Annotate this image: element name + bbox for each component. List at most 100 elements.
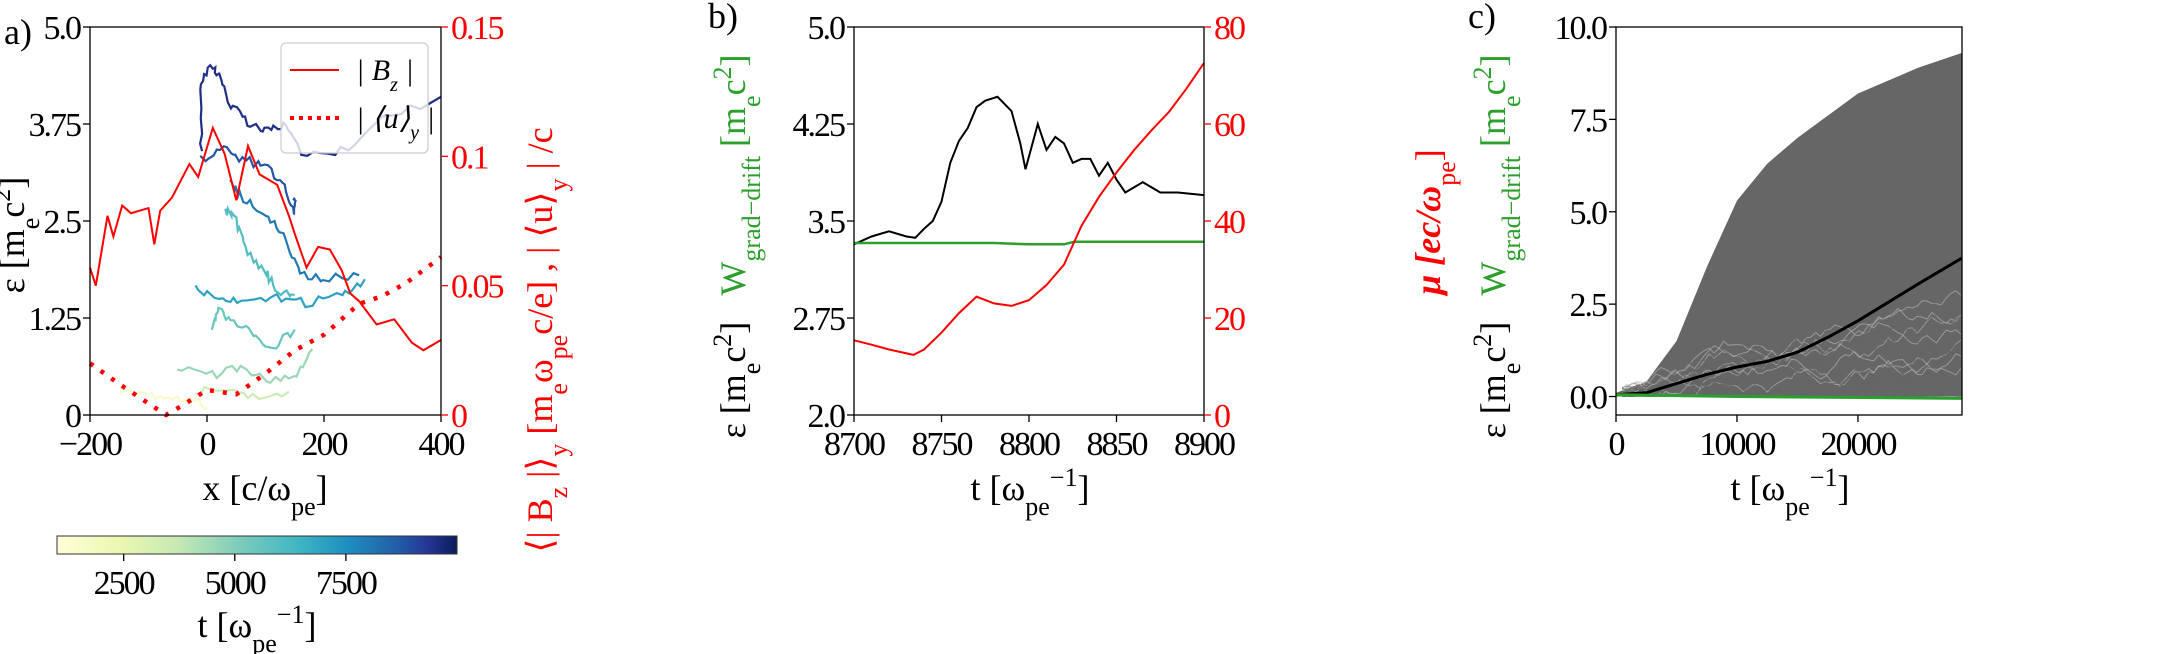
panel-c-y-axis-label-green: Wgrad−drift [mec2] [1468,54,1526,295]
y-tick: 3.75 [29,107,90,144]
tick-label: 80 [1214,10,1245,47]
tick-label: 60 [1214,107,1245,144]
panel-b-y-ticks: 2.0 2.75 3.5 4.25 5.0 [793,10,854,435]
trajectory-line [194,278,366,309]
panel-b-y-axis-label-green: Wgrad−drift [mec2] [708,54,766,295]
tick-label: 8750 [912,426,973,463]
y-tick: 4.25 [793,107,854,144]
y2-tick: 0 [441,398,469,435]
y2-tick: 40 [1204,204,1247,241]
particle-ensemble-band [1616,52,1962,397]
panel-c-x-axis-label: t [ωpe−1] [1731,463,1850,521]
y-tick: 2.0 [808,398,854,435]
x-tick: 20000 [1820,415,1898,463]
panel-b-axes-frame [853,26,1205,416]
bz-line [89,125,442,352]
panel-c-x-ticks: 0 10000 20000 [1609,415,1898,463]
x-tick: 0 [1609,415,1627,463]
trajectory-line [119,388,208,411]
tick-label: 3.75 [29,107,82,144]
panel-c: c) 0 10000 20000 0.0 2.5 5.0 7.5 10.0 t [ωpe−1… [1468,0,1963,521]
particle-trajectory [1621,269,1962,396]
y-tick: 2.5 [44,204,90,241]
tick-label: 400 [419,426,465,463]
tick-label: 3.5 [808,204,846,241]
y-tick: 1.25 [29,301,90,338]
tick-label: 0.05 [451,269,504,306]
tick-label: 0 [1214,398,1230,435]
y-tick: 0.0 [1570,380,1616,417]
y2-tick: 0.05 [441,269,506,306]
tick-label: 10.0 [1555,10,1608,47]
x-tick: 8700 [824,415,887,463]
mu-line [853,62,1205,356]
x-tick: 8750 [912,415,975,463]
particle-trajectory [1621,307,1961,396]
tick-label: 2.0 [808,398,846,435]
y2-tick: 0.1 [441,139,490,176]
tick-label: 0.15 [451,10,504,47]
y-tick: 7.5 [1570,102,1616,139]
x-tick: 0 [200,415,218,463]
y-tick: 10.0 [1555,10,1616,47]
tick-label: −200 [59,426,122,463]
trajectory-line [176,348,314,384]
trajectory-line [195,385,290,401]
tick-label: 0.1 [451,139,488,176]
tick-label: 1.25 [29,301,82,338]
panel-b-x-axis-label: t [ωpe−1] [971,463,1090,521]
tick-label: 20 [1214,301,1245,338]
tick-label: 8900 [1174,426,1235,463]
tick-label: 5.0 [44,10,82,47]
colorbar [56,535,458,555]
x-tick: −200 [59,415,124,463]
panel-a-y2-ticks: 0 0.05 0.1 0.15 [441,10,506,435]
panel-c-plot-area [1616,52,1962,400]
panel-b-plot-area [853,62,1205,356]
particle-trajectory [1621,350,1962,398]
panel-c-letter: c) [1468,0,1496,36]
particle-trajectory [1621,300,1962,393]
y2-tick: 80 [1204,10,1247,47]
tick-label: 2.75 [793,301,846,338]
y2-tick: 20 [1204,301,1247,338]
tick-label: 0 [451,398,467,435]
panel-c-y-axis-label: ε [mec2] [1468,322,1526,439]
trajectory-line [199,144,297,215]
colorbar-tick: 5000 [205,554,268,602]
panel-a-letter: a) [4,12,32,52]
panel-b-x-ticks: 8700 8750 8800 8850 8900 [824,415,1237,463]
y2-tick: 60 [1204,107,1247,144]
legend-label-bz: | Bz | [356,54,414,96]
tick-label: 4.25 [793,107,846,144]
tick-label: 0 [65,398,81,435]
tick-label: 2500 [94,565,155,602]
colorbar-ticks: 2500 5000 7500 [94,554,379,602]
tick-label: 200 [302,426,348,463]
x-tick: 8900 [1174,415,1237,463]
tick-label: 2.5 [1570,287,1608,324]
y2-tick: 0.15 [441,10,506,47]
panel-c-axes-frame [1615,26,1963,416]
tick-label: 20000 [1820,426,1896,463]
panel-b: b) 8700 8750 8800 8850 8900 2.0 2.75 3.5 4.25 5.… [708,0,1461,521]
grad-drift-line [1616,393,1962,400]
y-tick: 5.0 [44,10,90,47]
grad-drift-line [854,240,1204,246]
y-tick: 5.0 [808,10,854,47]
panel-b-y2-ticks: 0 20 40 60 80 [1204,10,1247,435]
mean-energy-line [1616,256,1962,397]
tick-label: 8850 [1087,426,1148,463]
tick-label: 10000 [1699,426,1775,463]
x-tick: 400 [419,415,467,463]
particle-trajectory [1621,352,1961,397]
tick-label: 7500 [316,565,377,602]
colorbar-label: t [ωpe−1] [198,600,317,654]
panel-a-x-axis-label: x [c/ωpe] [202,468,327,521]
colorbar-tick: 2500 [94,554,157,602]
x-tick: 200 [302,415,350,463]
tick-label: 2.5 [44,204,82,241]
panel-b-y-axis-label: ε [mec2] [708,322,766,439]
x-tick: 8850 [1087,415,1150,463]
